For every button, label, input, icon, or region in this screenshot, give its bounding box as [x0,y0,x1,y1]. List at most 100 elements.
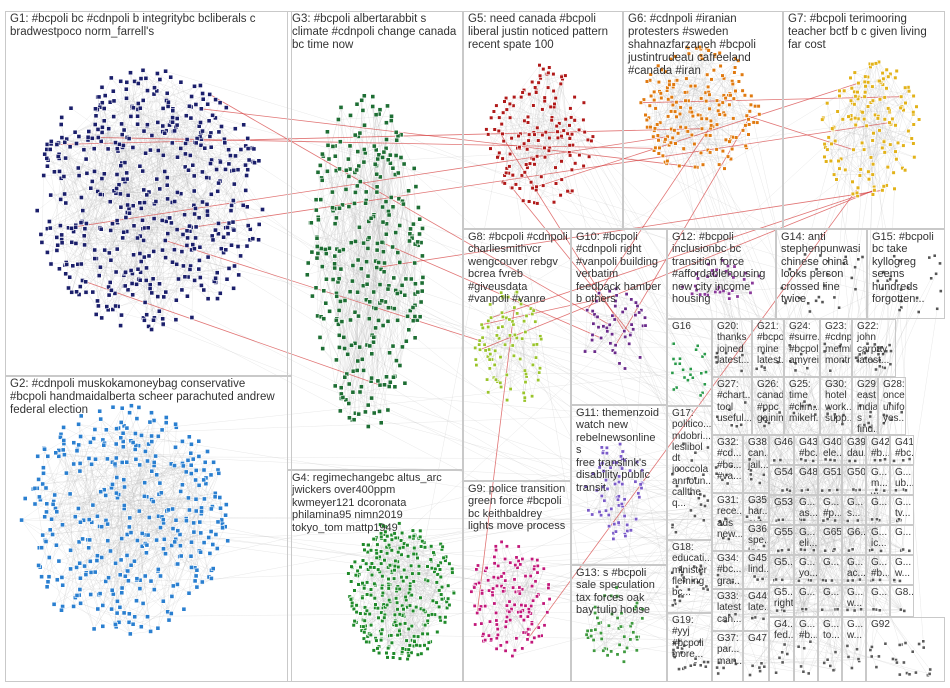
node [142,317,147,323]
node [114,186,119,191]
node [252,160,257,166]
node [44,155,50,161]
node [197,244,203,250]
node [135,235,140,241]
group-label-g27: G27: #chart... tool useful... [717,379,752,424]
group-label-g10: G10: #bcpoli #cdnpoli right #vanpoli bui… [576,231,661,306]
node [54,142,60,147]
group-label-g78: G... to... [823,619,840,642]
node [191,173,197,179]
node [125,202,130,208]
node [124,170,130,176]
group-box-g51: G51 [818,465,842,495]
group-label-g39: G39: dau... [847,437,866,460]
node [113,269,119,275]
group-box-g73: G... [818,585,842,617]
node [187,266,193,272]
group-label-g72: G... [799,587,816,598]
node [245,146,251,151]
node [216,231,221,237]
group-box-g80: G... [866,585,890,617]
node [127,210,132,216]
node [205,296,211,302]
node [122,160,128,165]
group-label-g32: G32: #cd... #bc... #va... [717,437,742,482]
group-label-g57: G... m... w... [871,467,888,494]
node [182,164,188,170]
group-box-g32: G32: #cd... #bc... #va... [712,435,743,493]
node [196,215,202,221]
node [91,626,97,632]
node [182,274,188,280]
group-label-g53: G53 [774,497,793,508]
group-box-g65: G... [866,495,890,525]
node [102,93,108,98]
group-box-g46: G46 [769,435,794,465]
group-label-g19: G19: #yyj #bcpoli more... [672,615,704,660]
node [138,76,144,81]
node [213,227,218,233]
group-box-g8: G8: #bcpoli #cdnpoli charliesmithvcr wen… [463,229,571,481]
group-label-g5: G5: need canada #bcpoli liberal justin n… [468,13,608,51]
node [114,246,120,252]
node [151,317,156,323]
node [184,137,190,142]
node [180,232,186,237]
node [157,186,163,192]
node [231,285,236,291]
group-box-g26: G26: canada #ppc gainin... [752,377,784,435]
group-label-g55: G55 [774,527,793,538]
node [164,90,170,96]
node [138,269,143,275]
node [59,240,65,246]
node [154,472,160,478]
group-label-g35: G35: har... out... [748,495,769,521]
node [118,163,124,169]
group-label-g70: G... ic... [871,527,888,550]
node [143,277,149,283]
node [193,140,199,146]
node [170,115,175,120]
node [232,263,237,269]
node [140,98,146,103]
group-label-g44: G44: late... [748,591,769,614]
node [113,303,118,309]
group-box-g72: G... [794,585,818,617]
node [141,187,147,193]
node [206,118,212,124]
group-label-g23: G23: #cdnpoli mefmbc montre... [825,321,852,366]
group-label-g12: G12: #bcpoli inclusionbc bc transition f… [672,231,766,306]
node [84,221,89,226]
node [69,289,75,295]
node [174,122,180,128]
group-box-g40: G40: ele... [818,435,842,465]
node [135,81,141,86]
node [114,475,120,480]
node [193,102,199,107]
node [114,146,120,152]
group-box-g67: G... yo... [794,555,818,585]
node [256,222,262,227]
group-box-g47: G47 [743,631,769,682]
node [232,126,238,132]
node [192,211,197,217]
node [169,140,175,146]
node [175,154,180,160]
group-label-g43: G43: #bc... [799,437,818,460]
node [167,215,173,221]
group-box-g28: G28: once unifo... yes... [878,377,906,435]
node [107,279,113,285]
node [198,120,203,125]
node [88,185,94,191]
node [147,286,153,291]
node [181,263,186,269]
node [92,169,97,174]
node [202,145,208,151]
node [62,139,68,145]
node [122,283,128,289]
group-box-g36: G36: spe... loo... [743,522,769,551]
node [135,121,140,127]
node [110,221,115,227]
node [131,223,137,229]
node [161,546,166,552]
